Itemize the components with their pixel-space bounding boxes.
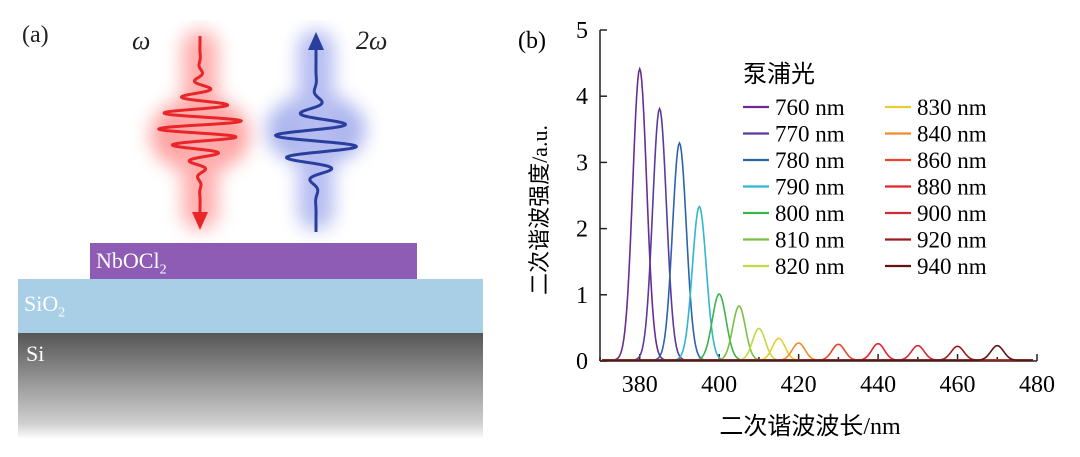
red-beam-glow (150, 30, 250, 230)
legend-item-label: 800 nm (775, 201, 845, 226)
x-tick-label: 380 (622, 372, 658, 398)
y-tick-label: 0 (576, 349, 588, 375)
x-tick-label: 460 (940, 372, 976, 398)
x-tick-label: 400 (701, 372, 737, 398)
shg-arrowhead (308, 32, 324, 50)
omega-label: ω (132, 26, 151, 55)
legend-item-label: 780 nm (775, 148, 845, 173)
beam-illustration (150, 30, 366, 233)
nbocl2-layer: NbOCl2 (90, 243, 417, 279)
fundamental-beam (157, 35, 243, 215)
y-axis-title: 二次谐波强度/a.u. (527, 125, 552, 295)
nbocl2-label: NbOCl2 (96, 248, 167, 278)
spectrum-line-940nm (601, 344, 1034, 362)
spectrum-line-900nm (601, 344, 1034, 362)
y-tick-label: 1 (576, 283, 588, 309)
spectrum-line-820nm (601, 327, 1034, 362)
x-tick-label: 480 (1019, 372, 1055, 398)
shg-spectrum-chart: (b) 0 1 2 3 4 5 380 400 420 440 460 480 泵浦光 760 nm77… (518, 18, 1055, 440)
legend-item-label: 900 nm (917, 201, 987, 226)
legend-item-label: 840 nm (917, 122, 987, 147)
y-tick-label: 4 (576, 84, 588, 110)
sio2-label: SiO2 (24, 291, 66, 321)
shg-beam (274, 49, 358, 233)
spectrum-line-920nm (601, 345, 1034, 362)
legend-item-label: 770 nm (775, 122, 845, 147)
si-substrate: Si (18, 333, 483, 439)
x-tick-label: 420 (781, 372, 817, 398)
panel-a-label: (a) (22, 22, 49, 48)
x-axis-title: 二次谐波波长/nm (719, 413, 901, 440)
legend-item-label: 940 nm (917, 254, 987, 279)
x-tick-label: 440 (860, 372, 896, 398)
legend-item-label: 880 nm (917, 175, 987, 200)
legend-title: 泵浦光 (743, 61, 815, 88)
y-tick-label: 3 (576, 150, 588, 176)
y-tick-label: 2 (576, 217, 588, 243)
si-label: Si (26, 341, 45, 366)
two-omega-label: 2ω (356, 26, 388, 55)
fundamental-arrowhead (192, 212, 208, 230)
panel-b-label: (b) (518, 28, 546, 54)
legend-item-label: 860 nm (917, 148, 987, 173)
legend-item-label: 810 nm (775, 228, 845, 253)
legend-item-label: 760 nm (775, 95, 845, 120)
legend-item-label: 920 nm (917, 228, 987, 253)
y-tick-label: 5 (576, 18, 588, 44)
legend-item-label: 790 nm (775, 175, 845, 200)
legend-item-label: 830 nm (917, 95, 987, 120)
legend-item-label: 820 nm (775, 254, 845, 279)
sio2-layer: SiO2 (18, 279, 483, 333)
